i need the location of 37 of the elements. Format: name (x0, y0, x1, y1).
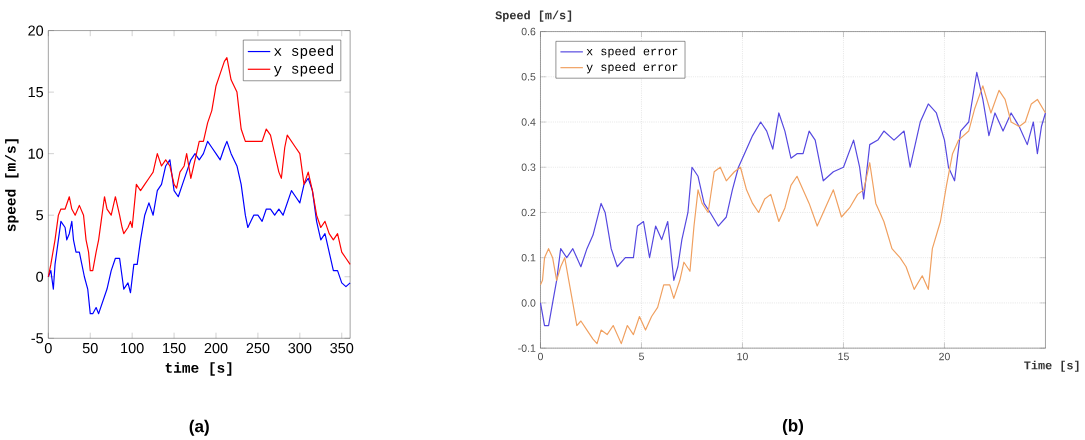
x-tick-label: 5 (638, 352, 644, 361)
text: (b) (782, 419, 804, 435)
y-tick-label: 0.6 (521, 27, 536, 36)
legend-label: x speed error (586, 46, 678, 58)
y-tick-label: 20 (28, 25, 44, 36)
y-tick-label: 0.2 (521, 208, 536, 217)
x-tick-label: 20 (939, 352, 950, 361)
x-tick-label: 15 (838, 352, 849, 361)
legend-label: y speed error (586, 62, 678, 74)
y-tick-label: 10 (28, 148, 44, 159)
y-tick-label: 0.1 (521, 253, 536, 262)
legend-label: y speed (273, 63, 333, 77)
x-tick-label: 100 (121, 342, 144, 354)
y-tick-label: 15 (28, 87, 44, 98)
x-tick-label: 10 (737, 352, 748, 361)
x-tick-label: 50 (82, 342, 98, 354)
x-tick-label: 150 (163, 342, 186, 354)
text: (a) (189, 419, 209, 436)
y-tick-label: -0.1 (518, 344, 536, 352)
y-tick-label: 0.0 (521, 299, 536, 307)
x-tick-label: 0 (537, 352, 544, 361)
x-tick-label: 200 (204, 342, 228, 354)
y-tick-label: 5 (36, 210, 44, 221)
y-tick-label: 0 (36, 271, 44, 282)
y-axis-title: speed [m/s] (5, 139, 19, 232)
x-tick-label: 250 (246, 342, 270, 354)
x-tick-label: 350 (330, 342, 354, 354)
x-tick-label: 0 (44, 342, 52, 354)
y-tick-label: 0.3 (521, 163, 536, 171)
y-tick-label: 0.4 (521, 118, 536, 126)
x-axis-title: Time [s] (1024, 360, 1079, 372)
y-tick-label: -5 (31, 333, 44, 344)
x-axis-title: time [s] (165, 362, 232, 376)
y-tick-label: 0.5 (521, 73, 536, 81)
y-axis-title: Speed [m/s] (495, 10, 572, 22)
x-tick-label: 300 (288, 342, 312, 354)
legend-label: x speed (274, 45, 333, 59)
